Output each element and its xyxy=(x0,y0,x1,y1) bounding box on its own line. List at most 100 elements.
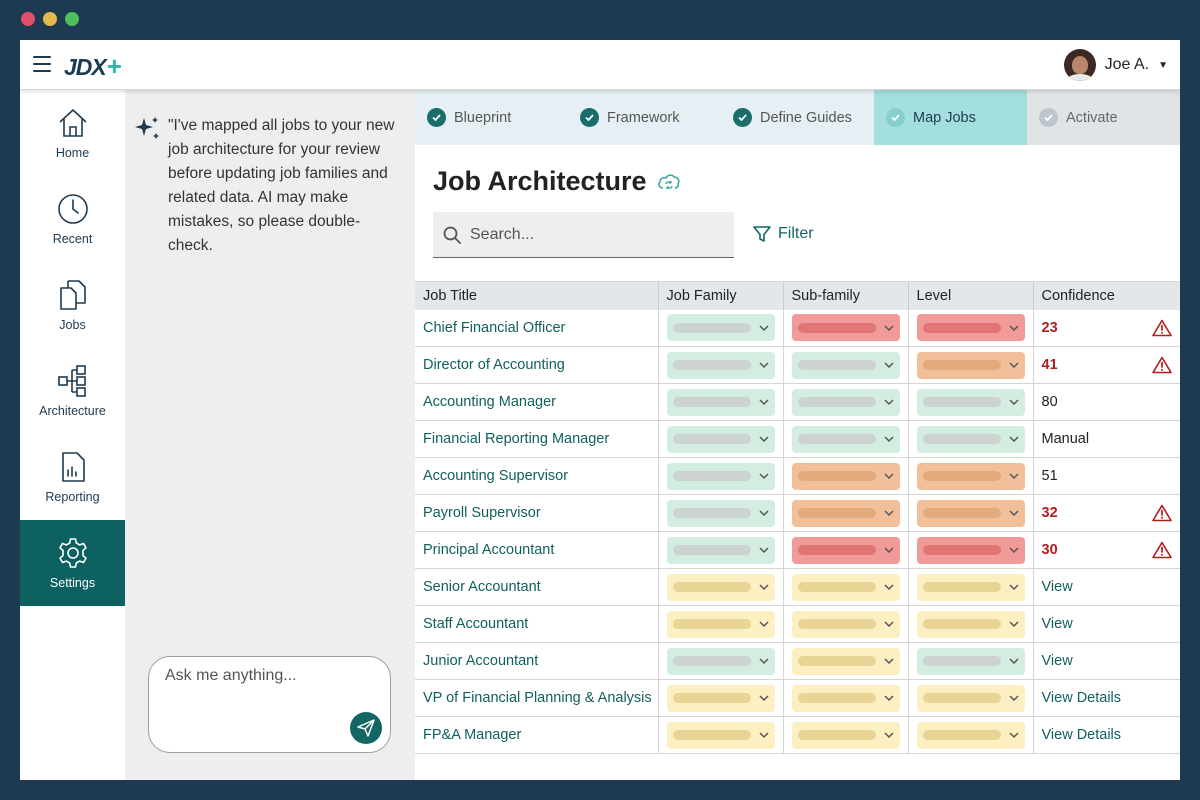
chevron-down-icon xyxy=(1008,362,1019,369)
view-link[interactable]: View xyxy=(1041,579,1073,595)
sub-family-dropdown[interactable] xyxy=(791,721,900,749)
sub-family-dropdown[interactable] xyxy=(791,425,900,453)
job-family-dropdown[interactable] xyxy=(666,388,775,416)
sub-family-dropdown[interactable] xyxy=(791,684,900,712)
sub-family-dropdown[interactable] xyxy=(791,610,900,638)
chevron-down-icon xyxy=(758,621,769,628)
job-title-link[interactable]: Payroll Supervisor xyxy=(423,505,541,521)
nav-label: Architecture xyxy=(39,404,106,418)
step-framework[interactable]: Framework xyxy=(568,90,721,145)
search-input[interactable] xyxy=(470,225,710,244)
view-link[interactable]: View xyxy=(1041,653,1073,669)
chat-input-box[interactable] xyxy=(148,656,391,753)
sub-family-dropdown[interactable] xyxy=(791,314,900,342)
hamburger-menu-icon[interactable] xyxy=(33,56,51,72)
level-dropdown[interactable] xyxy=(916,536,1025,564)
column-header-level[interactable]: Level xyxy=(908,281,1034,310)
level-dropdown[interactable] xyxy=(916,573,1025,601)
nav-item-architecture[interactable]: Architecture xyxy=(20,348,125,434)
view-link[interactable]: View xyxy=(1041,616,1073,632)
level-dropdown[interactable] xyxy=(916,351,1025,379)
job-family-dropdown[interactable] xyxy=(666,721,775,749)
level-dropdown[interactable] xyxy=(916,388,1025,416)
job-title-link[interactable]: Junior Accountant xyxy=(423,653,539,669)
column-header-job-family[interactable]: Job Family xyxy=(658,281,784,310)
level-dropdown[interactable] xyxy=(916,684,1025,712)
job-title-link[interactable]: Staff Accountant xyxy=(423,616,529,632)
search-box[interactable] xyxy=(433,212,734,258)
main-content: Blueprint Framework Define Guides Map Jo… xyxy=(415,90,1180,780)
user-menu[interactable]: Joe A. ▼ xyxy=(1063,49,1168,81)
step-map-jobs[interactable]: Map Jobs xyxy=(874,90,1027,145)
view-link[interactable]: View Details xyxy=(1041,727,1122,743)
confidence-cell: 23 xyxy=(1033,309,1180,347)
job-family-dropdown[interactable] xyxy=(666,610,775,638)
job-family-dropdown[interactable] xyxy=(666,536,775,564)
sub-family-cell xyxy=(783,457,909,495)
job-family-dropdown[interactable] xyxy=(666,573,775,601)
job-title-link[interactable]: Accounting Manager xyxy=(423,394,556,410)
warning-icon xyxy=(1152,319,1172,337)
sub-family-dropdown[interactable] xyxy=(791,499,900,527)
nav-item-jobs[interactable]: Jobs xyxy=(20,262,125,348)
close-window-dot[interactable] xyxy=(21,12,35,26)
warning-icon xyxy=(1152,541,1172,559)
clock-icon xyxy=(57,194,88,224)
job-title-link[interactable]: Principal Accountant xyxy=(423,542,555,558)
job-family-dropdown[interactable] xyxy=(666,462,775,490)
nav-item-home[interactable]: Home xyxy=(20,90,125,176)
column-header-sub-family[interactable]: Sub-family xyxy=(783,281,909,310)
nav-label: Reporting xyxy=(45,490,100,504)
column-header-job-title[interactable]: Job Title xyxy=(415,281,659,310)
job-family-dropdown[interactable] xyxy=(666,684,775,712)
level-dropdown[interactable] xyxy=(916,425,1025,453)
dropdown-value-placeholder xyxy=(922,545,1001,555)
sub-family-dropdown[interactable] xyxy=(791,647,900,675)
job-title-link[interactable]: Senior Accountant xyxy=(423,579,541,595)
job-title-link[interactable]: Accounting Supervisor xyxy=(423,468,569,484)
sub-family-dropdown[interactable] xyxy=(791,462,900,490)
step-blueprint[interactable]: Blueprint xyxy=(415,90,568,145)
level-dropdown[interactable] xyxy=(916,610,1025,638)
job-title-link[interactable]: VP of Financial Planning & Analysis xyxy=(423,690,652,706)
job-family-dropdown[interactable] xyxy=(666,314,775,342)
step-label: Define Guides xyxy=(760,109,852,126)
sub-family-dropdown[interactable] xyxy=(791,388,900,416)
step-define-guides[interactable]: Define Guides xyxy=(721,90,874,145)
maximize-window-dot[interactable] xyxy=(65,12,79,26)
level-dropdown[interactable] xyxy=(916,462,1025,490)
level-dropdown[interactable] xyxy=(916,647,1025,675)
level-dropdown[interactable] xyxy=(916,314,1025,342)
app-logo[interactable]: JDX+ xyxy=(64,51,122,82)
chat-input[interactable] xyxy=(165,667,375,707)
sub-family-dropdown[interactable] xyxy=(791,351,900,379)
job-family-dropdown[interactable] xyxy=(666,425,775,453)
step-activate[interactable]: Activate xyxy=(1027,90,1180,145)
cloud-sync-icon[interactable] xyxy=(657,172,681,192)
job-family-dropdown[interactable] xyxy=(666,351,775,379)
ai-chat-panel: "I've mapped all jobs to your new job ar… xyxy=(125,90,415,780)
job-family-dropdown[interactable] xyxy=(666,499,775,527)
chevron-down-icon xyxy=(883,399,894,406)
job-title-link[interactable]: FP&A Manager xyxy=(423,727,522,743)
sub-family-dropdown[interactable] xyxy=(791,573,900,601)
dropdown-value-placeholder xyxy=(672,397,751,407)
job-title-link[interactable]: Chief Financial Officer xyxy=(423,319,566,336)
level-dropdown[interactable] xyxy=(916,499,1025,527)
filter-button[interactable]: Filter xyxy=(752,224,814,244)
send-button[interactable] xyxy=(350,712,382,744)
view-link[interactable]: View Details xyxy=(1041,690,1122,706)
nav-item-reporting[interactable]: Reporting xyxy=(20,434,125,520)
dropdown-value-placeholder xyxy=(922,471,1001,481)
sub-family-cell xyxy=(783,568,909,606)
sub-family-dropdown[interactable] xyxy=(791,536,900,564)
dropdown-value-placeholder xyxy=(672,656,751,666)
job-title-link[interactable]: Financial Reporting Manager xyxy=(423,431,610,447)
job-title-link[interactable]: Director of Accounting xyxy=(423,357,565,373)
column-header-confidence[interactable]: Confidence xyxy=(1033,281,1180,310)
nav-item-settings[interactable]: Settings xyxy=(20,520,125,606)
minimize-window-dot[interactable] xyxy=(43,12,57,26)
job-family-dropdown[interactable] xyxy=(666,647,775,675)
level-dropdown[interactable] xyxy=(916,721,1025,749)
nav-item-recent[interactable]: Recent xyxy=(20,176,125,262)
